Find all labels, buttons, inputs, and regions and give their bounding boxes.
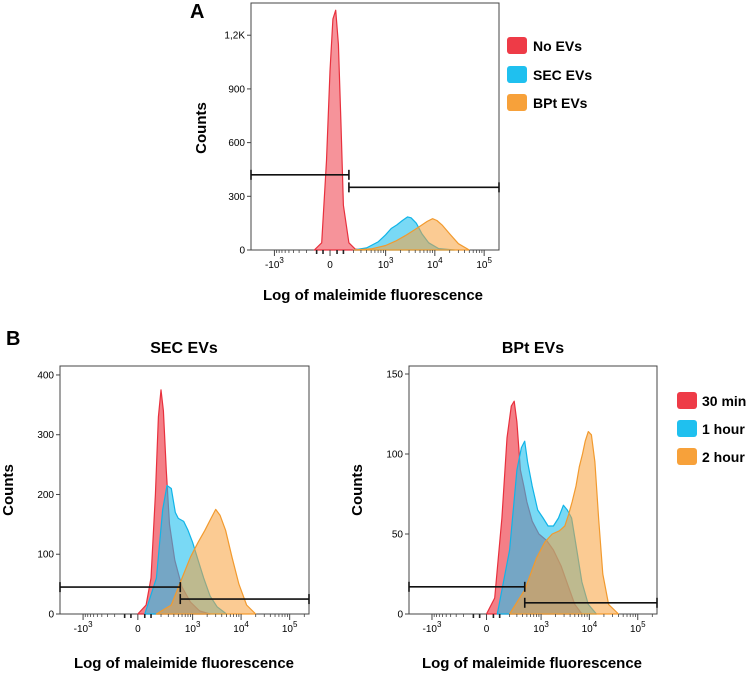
chart-b-bpt-y-tick-label-50: 50 — [392, 530, 404, 541]
chart-b-bpt-y-tick-label-100: 100 — [386, 450, 403, 461]
chart-a-series-bpt-evs — [353, 218, 470, 251]
chart-b-bpt-y-tick-label-0: 0 — [397, 610, 403, 621]
legend-b-label-1-hour: 1 hour — [702, 421, 745, 437]
chart-b-sec-x-tick-105-label: 105 — [282, 620, 298, 635]
chart-b-bpt-x-tick--103-label: -103 — [423, 620, 442, 635]
legend-a-label-bpt-evs: BPt EVs — [533, 95, 588, 111]
chart-b-sec-gate-1 — [59, 582, 182, 593]
chart-b-sec-y-tick-label-300: 300 — [37, 430, 54, 441]
chart-a-y-tick-label-600: 600 — [228, 138, 245, 149]
chart-b-sec-title: SEC EVs — [150, 340, 218, 357]
chart-b-bpt-x-axis-label: Log of maleimide fluorescence — [422, 655, 642, 672]
legend-b-swatch-30-min — [677, 392, 697, 409]
legend-a-label-no-evs: No EVs — [533, 38, 582, 54]
chart-a-y-axis-label: Counts — [193, 102, 210, 154]
chart-b-sec-y-tick-label-400: 400 — [37, 370, 54, 381]
legend-a-swatch-sec-evs — [507, 66, 527, 83]
chart-b-bpt-gate-1 — [408, 581, 526, 592]
chart-a-y-tick-label-300: 300 — [228, 192, 245, 203]
chart-b-bpt-x-tick-103-label: 103 — [533, 620, 549, 635]
chart-b-sec-x-tick-103-label: 103 — [185, 620, 201, 635]
chart-a-x-tick-0-label: 0 — [327, 260, 333, 271]
chart-a-gate-2 — [348, 182, 500, 193]
chart-b-sec-y-tick-label-100: 100 — [37, 550, 54, 561]
chart-b-bpt-y-axis-label: Counts — [349, 464, 366, 516]
chart-a-x-tick--103-label: -103 — [265, 256, 284, 271]
legend-a-swatch-no-evs — [507, 37, 527, 54]
chart-b-bpt-title: BPt EVs — [502, 340, 564, 357]
legend-a-label-sec-evs: SEC EVs — [533, 67, 592, 83]
chart-b-sec-x-tick--103-label: -103 — [74, 620, 93, 635]
chart-b-bpt-x-tick-0-label: 0 — [484, 624, 490, 635]
legend-b-swatch-2-hour — [677, 448, 697, 465]
legend-a-swatch-bpt-evs — [507, 94, 527, 111]
chart-a-plot: 0 300 600 900 1,2K -103 0 103 104 105 — [224, 2, 500, 271]
chart-b-sec-y-tick-label-200: 200 — [37, 490, 54, 501]
chart-a-gate-1 — [250, 169, 350, 180]
chart-a-x-tick-105-label: 105 — [476, 256, 492, 271]
chart-b-bpt-plot: 0 50 100 150 -103 0 103 104 105 — [386, 365, 658, 635]
chart-b-sec-y-axis-label: Counts — [0, 464, 17, 516]
legend-b-swatch-1-hour — [677, 420, 697, 437]
chart-b-sec-plot: 0 100 200 300 400 -103 0 103 104 105 — [37, 365, 310, 635]
chart-a-y-tick-label-900: 900 — [228, 84, 245, 95]
chart-b-sec-x-axis-label: Log of maleimide fluorescence — [74, 655, 294, 672]
legend-b-label-2-hour: 2 hour — [702, 449, 745, 465]
panel-label-b: B — [6, 328, 20, 350]
legend-b-label-30-min: 30 min — [702, 393, 746, 409]
chart-b-bpt-gate-2 — [523, 597, 658, 608]
panel-label-a: A — [190, 1, 204, 23]
chart-b-sec-x-tick-0-label: 0 — [135, 624, 141, 635]
chart-a-y-tick-label-1-2k: 1,2K — [224, 31, 245, 42]
chart-b-sec-gate-2 — [179, 594, 310, 605]
legend-b: 30 min 1 hour 2 hour — [677, 392, 746, 465]
legend-a: No EVs SEC EVs BPt EVs — [507, 37, 592, 111]
chart-a-frame — [250, 2, 500, 251]
chart-b-bpt-x-tick-104-label: 104 — [582, 620, 598, 635]
chart-b-sec-series-2-hour — [155, 508, 257, 615]
chart-a-x-axis-label: Log of maleimide fluorescence — [263, 287, 483, 304]
chart-b-bpt-y-tick-label-150: 150 — [386, 370, 403, 381]
chart-b-bpt-x-tick-105-label: 105 — [630, 620, 646, 635]
chart-b-sec-y-tick-label-0: 0 — [48, 610, 54, 621]
chart-a-series-no-evs — [313, 9, 363, 251]
chart-a-x-tick-103-label: 103 — [378, 256, 394, 271]
chart-a-x-tick-104-label: 104 — [427, 256, 443, 271]
chart-b-bpt-series-2-hour — [509, 431, 620, 615]
chart-b-sec-x-tick-104-label: 104 — [233, 620, 249, 635]
chart-a-y-tick-label-0: 0 — [239, 246, 245, 257]
